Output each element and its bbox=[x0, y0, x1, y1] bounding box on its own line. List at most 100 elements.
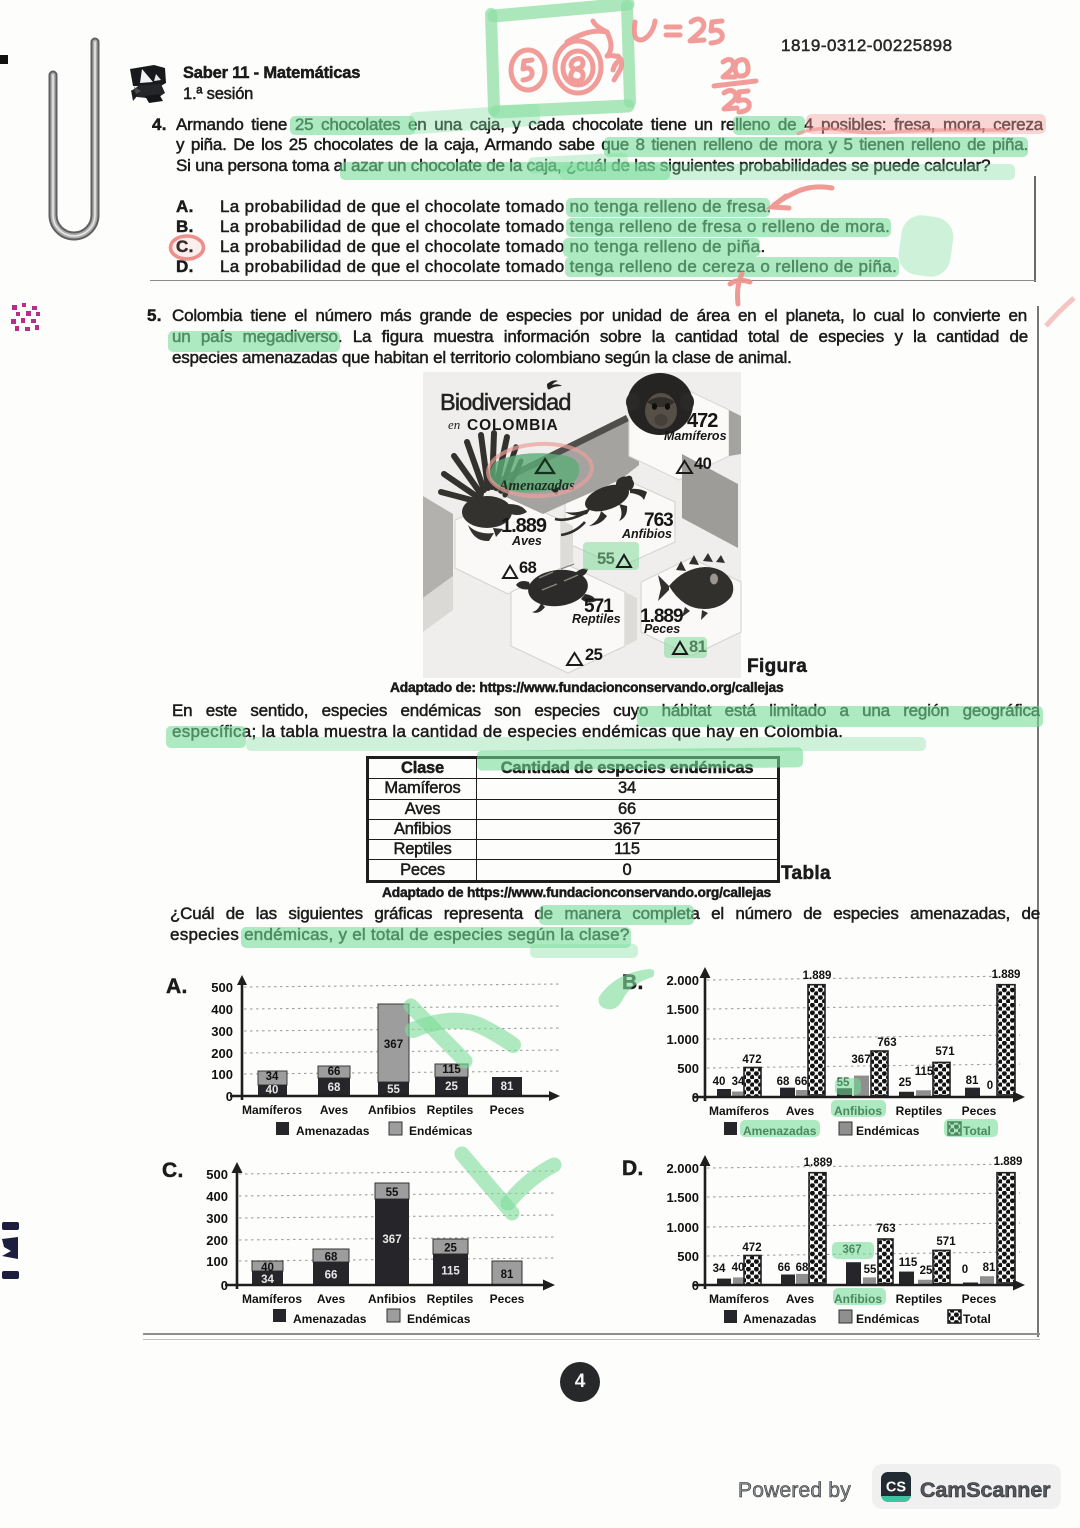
svg-text:1.889: 1.889 bbox=[992, 969, 1021, 981]
svg-text:Mamíferos: Mamíferos bbox=[664, 429, 727, 443]
svg-text:68: 68 bbox=[519, 559, 537, 577]
svg-text:Endémicas: Endémicas bbox=[856, 1124, 920, 1138]
svg-text:Total: Total bbox=[963, 1312, 991, 1326]
svg-text:Peces: Peces bbox=[490, 1292, 525, 1306]
svg-text:81: 81 bbox=[983, 1262, 996, 1274]
svg-text:68: 68 bbox=[796, 1262, 809, 1274]
svg-text:Aves: Aves bbox=[786, 1104, 815, 1118]
svg-text:Biodiversidad: Biodiversidad bbox=[440, 389, 571, 415]
svg-text:Amenazadas: Amenazadas bbox=[293, 1312, 367, 1326]
svg-text:55: 55 bbox=[387, 1084, 400, 1096]
svg-text:Peces: Peces bbox=[962, 1104, 997, 1118]
svg-text:68: 68 bbox=[777, 1076, 790, 1088]
svg-text:Amenazadas: Amenazadas bbox=[296, 1124, 370, 1138]
svg-text:300: 300 bbox=[211, 1024, 233, 1039]
svg-text:367: 367 bbox=[851, 1054, 870, 1066]
svg-text:55: 55 bbox=[864, 1264, 877, 1276]
svg-text:1.500: 1.500 bbox=[666, 1190, 699, 1205]
svg-text:Mamíferos: Mamíferos bbox=[709, 1292, 769, 1306]
svg-text:1.889: 1.889 bbox=[804, 1157, 833, 1169]
svg-text:COLOMBIA: COLOMBIA bbox=[467, 417, 559, 434]
svg-text:100: 100 bbox=[211, 1067, 233, 1082]
svg-text:34: 34 bbox=[732, 1076, 745, 1088]
svg-text:200: 200 bbox=[206, 1233, 228, 1248]
svg-text:34: 34 bbox=[266, 1071, 279, 1083]
svg-text:Endémicas: Endémicas bbox=[407, 1312, 471, 1326]
svg-text:68: 68 bbox=[325, 1252, 338, 1264]
svg-text:en: en bbox=[448, 417, 460, 432]
svg-text:CS: CS bbox=[886, 1480, 906, 1496]
svg-text:25: 25 bbox=[445, 1081, 458, 1093]
svg-text:2.000: 2.000 bbox=[666, 1161, 699, 1176]
svg-text:2.000: 2.000 bbox=[666, 973, 699, 988]
svg-text:40: 40 bbox=[261, 1262, 274, 1274]
svg-text:1.889: 1.889 bbox=[994, 1156, 1023, 1168]
svg-text:472: 472 bbox=[687, 410, 718, 432]
svg-text:115: 115 bbox=[441, 1266, 460, 1278]
svg-text:Reptiles: Reptiles bbox=[896, 1292, 943, 1306]
svg-text:0: 0 bbox=[226, 1089, 233, 1104]
svg-text:Mamíferos: Mamíferos bbox=[709, 1104, 769, 1118]
svg-text:300: 300 bbox=[206, 1211, 228, 1226]
svg-text:0: 0 bbox=[987, 1080, 993, 1092]
svg-text:Anfibios: Anfibios bbox=[368, 1292, 416, 1306]
svg-text:25: 25 bbox=[444, 1243, 457, 1255]
svg-text:Mamíferos: Mamíferos bbox=[242, 1292, 302, 1306]
svg-text:571: 571 bbox=[936, 1236, 956, 1248]
svg-text:472: 472 bbox=[742, 1054, 761, 1066]
svg-text:81: 81 bbox=[966, 1075, 979, 1087]
svg-text:367: 367 bbox=[382, 1234, 401, 1246]
svg-text:81: 81 bbox=[501, 1269, 514, 1281]
svg-text:40: 40 bbox=[713, 1076, 726, 1088]
svg-text:25: 25 bbox=[585, 646, 603, 664]
svg-text:200: 200 bbox=[211, 1046, 233, 1061]
svg-text:55: 55 bbox=[386, 1187, 399, 1199]
svg-text:40: 40 bbox=[732, 1262, 745, 1274]
svg-text:0: 0 bbox=[962, 1264, 968, 1276]
svg-text:1.000: 1.000 bbox=[666, 1032, 699, 1047]
svg-text:500: 500 bbox=[677, 1061, 699, 1076]
svg-text:Amenazadas: Amenazadas bbox=[743, 1312, 817, 1326]
svg-text:Aves: Aves bbox=[786, 1292, 815, 1306]
svg-text:Aves: Aves bbox=[317, 1292, 346, 1306]
svg-text:571: 571 bbox=[584, 596, 614, 617]
svg-text:500: 500 bbox=[677, 1249, 699, 1264]
svg-text:Reptiles: Reptiles bbox=[427, 1292, 474, 1306]
svg-text:40: 40 bbox=[266, 1085, 279, 1097]
svg-text:66: 66 bbox=[328, 1066, 341, 1078]
svg-text:571: 571 bbox=[935, 1046, 955, 1058]
svg-text:Reptiles: Reptiles bbox=[427, 1103, 474, 1117]
svg-text:500: 500 bbox=[211, 980, 233, 995]
svg-text:25: 25 bbox=[920, 1265, 933, 1277]
svg-text:Reptiles: Reptiles bbox=[572, 612, 621, 626]
svg-text:400: 400 bbox=[206, 1189, 228, 1204]
svg-text:100: 100 bbox=[206, 1254, 228, 1269]
svg-text:34: 34 bbox=[261, 1274, 274, 1286]
svg-text:Peces: Peces bbox=[962, 1292, 997, 1306]
svg-text:115: 115 bbox=[915, 1066, 934, 1078]
svg-text:Peces: Peces bbox=[490, 1103, 525, 1117]
svg-text:Reptiles: Reptiles bbox=[896, 1104, 943, 1118]
svg-text:34: 34 bbox=[713, 1263, 726, 1275]
svg-text:1.889: 1.889 bbox=[803, 970, 832, 982]
svg-text:1.500: 1.500 bbox=[666, 1002, 699, 1017]
svg-text:1.889: 1.889 bbox=[640, 606, 683, 627]
svg-text:1.889: 1.889 bbox=[501, 515, 547, 537]
svg-text:763: 763 bbox=[877, 1037, 896, 1049]
svg-text:Aves: Aves bbox=[320, 1103, 349, 1117]
svg-text:763: 763 bbox=[644, 510, 673, 531]
svg-text:81: 81 bbox=[501, 1081, 514, 1093]
svg-text:115: 115 bbox=[442, 1064, 461, 1076]
svg-text:367: 367 bbox=[384, 1039, 403, 1051]
svg-text:Anfibios: Anfibios bbox=[368, 1103, 416, 1117]
svg-text:66: 66 bbox=[778, 1262, 791, 1274]
svg-text:115: 115 bbox=[899, 1257, 918, 1269]
svg-text:400: 400 bbox=[211, 1002, 233, 1017]
svg-text:66: 66 bbox=[325, 1270, 338, 1282]
svg-text:25: 25 bbox=[899, 1077, 912, 1089]
svg-text:Anfibios: Anfibios bbox=[621, 527, 672, 541]
svg-text:0: 0 bbox=[221, 1278, 228, 1293]
svg-text:Endémicas: Endémicas bbox=[409, 1124, 473, 1138]
svg-text:66: 66 bbox=[795, 1076, 808, 1088]
svg-text:Peces: Peces bbox=[644, 622, 680, 636]
